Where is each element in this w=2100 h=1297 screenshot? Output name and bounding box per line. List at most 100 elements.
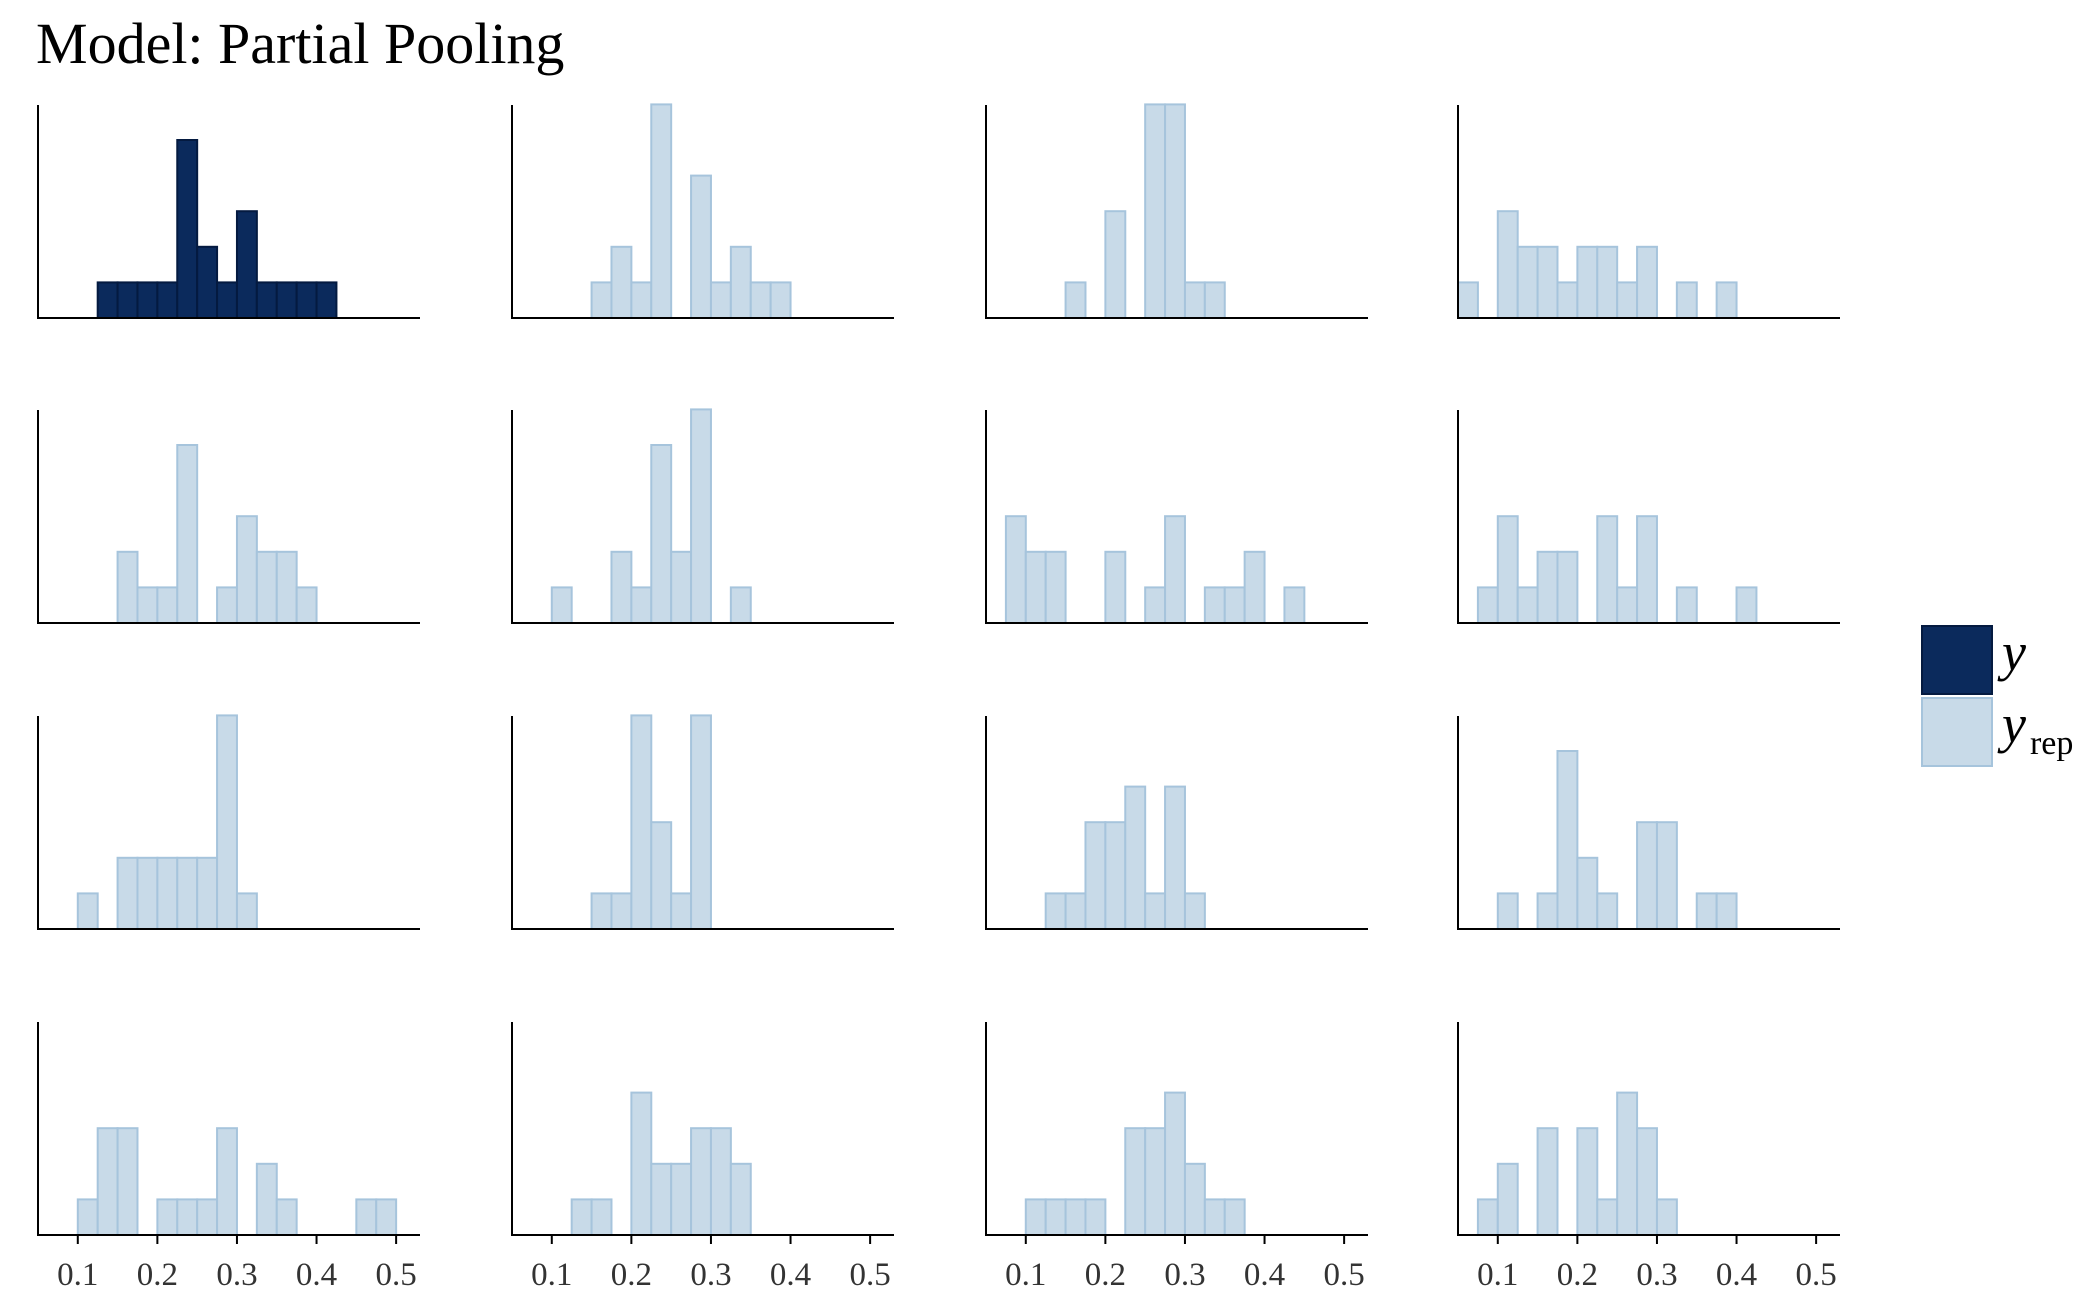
histogram-bar <box>116 550 139 624</box>
histogram-bar <box>1556 550 1579 624</box>
histogram-bar <box>1715 892 1738 931</box>
histogram-bar <box>729 1162 752 1237</box>
histogram-bar <box>1536 1127 1559 1236</box>
histogram-panel-15: 0.1 0.2 0.3 0.4 0.5 <box>985 1022 1368 1293</box>
histogram-panel-16: 0.1 0.2 0.3 0.4 0.5 <box>1457 1022 1840 1293</box>
histogram-panel-7 <box>985 410 1368 625</box>
histogram-bar <box>1064 1198 1087 1237</box>
x-tick-label: 0.1 <box>531 1257 572 1293</box>
histogram-bar <box>1655 1198 1678 1237</box>
x-tick-label: 0.4 <box>1716 1257 1757 1293</box>
histogram-bar <box>1084 1198 1107 1237</box>
histogram-bar <box>156 586 179 625</box>
histogram-bar <box>355 1198 378 1237</box>
histogram-bar <box>1636 515 1658 625</box>
panels-layer: 0.1 0.2 0.3 0.4 0.5 0.1 0.2 0.3 0.4 0.5 0.1 0.2 0.3 0… <box>37 103 1840 1293</box>
histogram-bar <box>1536 245 1559 319</box>
histogram-panel-9 <box>37 714 420 931</box>
histogram-bar <box>235 892 258 931</box>
histogram-bar <box>255 1162 278 1237</box>
legend-label-main: y <box>1997 694 2026 754</box>
histogram-panel-5 <box>37 410 420 625</box>
histogram-bar <box>275 1198 298 1237</box>
histogram-bar <box>176 139 199 319</box>
histogram-bar <box>1536 550 1559 624</box>
histogram-bar <box>96 1127 119 1236</box>
x-tick-label: 0.5 <box>850 1257 891 1293</box>
histogram-bar <box>1144 892 1167 931</box>
histogram-bar <box>1596 892 1619 931</box>
histogram-bar <box>729 245 752 319</box>
x-tick-label: 0.2 <box>1085 1257 1126 1293</box>
histogram-bar <box>315 281 338 319</box>
histogram-bar <box>76 1198 99 1237</box>
histogram-bar <box>176 856 199 930</box>
histogram-bar <box>709 281 732 319</box>
histogram-bar <box>630 281 653 319</box>
histogram-bar <box>1675 586 1698 625</box>
histogram-bar <box>275 281 298 319</box>
histogram-bar <box>1496 515 1519 625</box>
histogram-bar <box>1735 586 1758 625</box>
histogram-bar <box>176 1198 199 1237</box>
histogram-bar <box>216 714 238 931</box>
histogram-panel-10 <box>511 714 894 931</box>
histogram-bar <box>1457 281 1479 319</box>
histogram-bar <box>1516 586 1539 625</box>
histogram-bar <box>610 550 633 624</box>
histogram-bar <box>196 856 219 930</box>
x-tick-label: 0.4 <box>770 1257 811 1293</box>
x-tick-label: 0.5 <box>1796 1257 1837 1293</box>
histogram-bar <box>1576 245 1599 319</box>
legend-label: y rep <box>1997 694 2073 762</box>
histogram-bar <box>590 1198 613 1237</box>
histogram-panel-8 <box>1457 410 1840 625</box>
histogram-bar <box>216 586 238 625</box>
histogram-bar <box>275 550 298 624</box>
x-tick-label: 0.1 <box>57 1257 98 1293</box>
histogram-bar <box>650 103 673 320</box>
histogram-bar <box>1164 1091 1186 1236</box>
histogram-bar <box>1144 1127 1167 1236</box>
histogram-bar <box>1596 245 1619 319</box>
histogram-bar <box>1144 586 1167 625</box>
histogram-bar <box>1183 281 1206 319</box>
histogram-bar <box>650 1162 673 1237</box>
histogram-bar <box>610 892 633 931</box>
histogram-bar <box>1616 281 1639 319</box>
histogram-bar <box>1044 550 1067 624</box>
histogram-bar <box>1024 550 1047 624</box>
histogram-bar <box>570 1198 593 1237</box>
histogram-bar <box>1596 515 1619 625</box>
histogram-panel-1 <box>37 105 420 319</box>
x-tick-label: 0.3 <box>216 1257 257 1293</box>
histogram-bar <box>690 174 712 319</box>
histogram-bar <box>216 281 238 319</box>
histogram-bar <box>1004 515 1027 625</box>
histogram-bar <box>1124 1127 1147 1236</box>
x-tick-label: 0.5 <box>376 1257 417 1293</box>
histogram-bar <box>295 281 318 319</box>
histogram-bar <box>610 245 633 319</box>
legend-item-y: y <box>1921 622 2026 695</box>
histogram-panel-13: 0.1 0.2 0.3 0.4 0.5 <box>37 1022 420 1293</box>
histogram-bar <box>729 586 752 625</box>
x-tick-label: 0.3 <box>1636 1257 1677 1293</box>
histogram-panel-12 <box>1457 716 1840 931</box>
histogram-bar <box>1556 281 1579 319</box>
histogram-bar <box>1183 1162 1206 1237</box>
x-tick-label: 0.3 <box>690 1257 731 1293</box>
histogram-bar <box>1616 1091 1639 1236</box>
histogram-bar <box>630 1091 653 1236</box>
histogram-bar <box>1576 856 1599 930</box>
histogram-bar <box>1024 1198 1047 1237</box>
histogram-bar <box>1596 1198 1619 1237</box>
histogram-bar <box>375 1198 398 1237</box>
histogram-bar <box>1064 281 1087 319</box>
histogram-bar <box>295 586 318 625</box>
histogram-panel-2 <box>511 103 894 320</box>
histogram-bar <box>1476 1198 1499 1237</box>
histogram-bar <box>1616 586 1639 625</box>
histogram-bar <box>1576 1127 1599 1236</box>
histogram-bar <box>136 856 159 930</box>
